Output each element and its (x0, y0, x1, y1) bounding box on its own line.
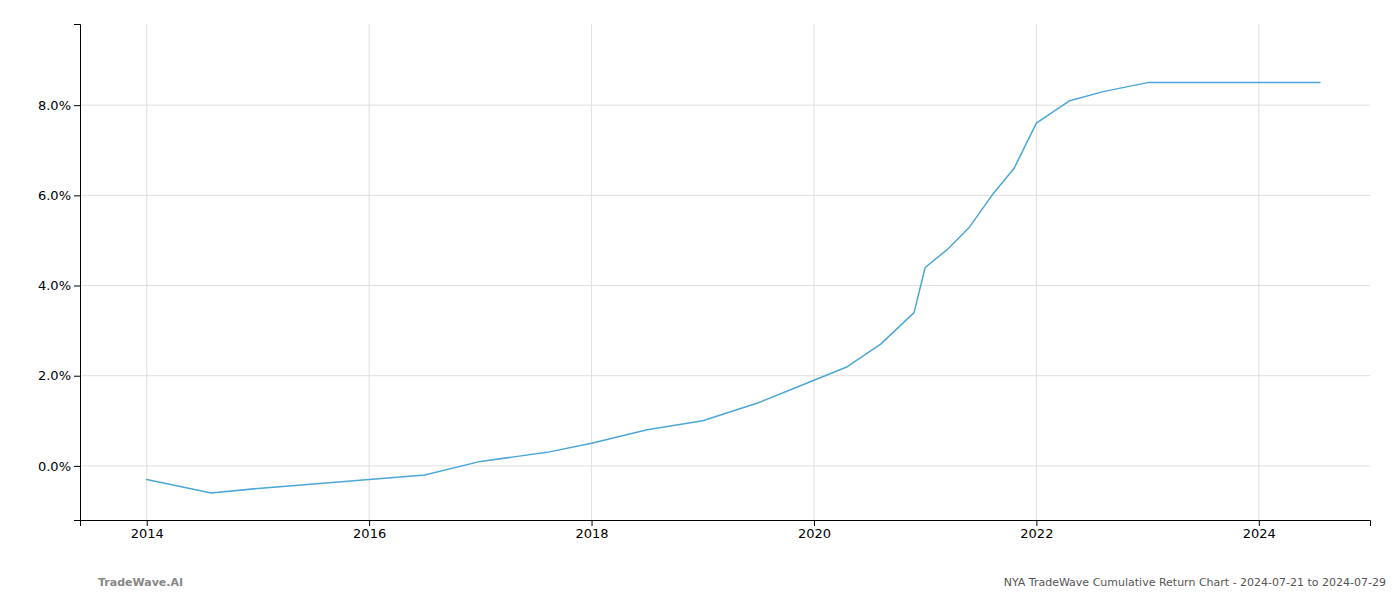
x-axis-tick-mark (1036, 520, 1037, 526)
x-axis-tick-mark (369, 520, 370, 526)
y-axis-tick-label: 0.0% (38, 459, 71, 474)
x-axis-tick-label: 2024 (1243, 526, 1276, 541)
x-axis-tick-label: 2022 (1020, 526, 1053, 541)
grid-line-y (80, 285, 1370, 286)
x-axis-tick: 2016 (353, 520, 386, 541)
y-axis-tick-mark (74, 195, 80, 196)
plot-area (147, 83, 1320, 493)
x-axis-line (81, 521, 1371, 527)
grid-line-x (591, 24, 592, 520)
y-axis-tick: 4.0% (38, 278, 80, 293)
y-axis-tick: 6.0% (38, 188, 80, 203)
y-axis-tick: 2.0% (38, 368, 80, 383)
grid-line-x (813, 24, 814, 520)
y-axis-tick-mark (74, 376, 80, 377)
x-axis-tick-label: 2016 (353, 526, 386, 541)
y-axis-tick-mark (74, 286, 80, 287)
y-axis-line (74, 25, 81, 521)
x-axis-tick-mark (814, 520, 815, 526)
x-axis-tick: 2020 (798, 520, 831, 541)
y-axis-tick-label: 8.0% (38, 98, 71, 113)
y-axis-tick-label: 2.0% (38, 368, 71, 383)
x-axis-tick-label: 2014 (131, 526, 164, 541)
grid-line-y (80, 375, 1370, 376)
x-axis-tick: 2014 (131, 520, 164, 541)
grid-line-y (80, 105, 1370, 106)
y-axis-tick: 0.0% (38, 459, 80, 474)
grid-line-x (146, 24, 147, 520)
grid-line-y (80, 195, 1370, 196)
x-axis-tick: 2024 (1243, 520, 1276, 541)
y-axis: 0.0% 2.0% 4.0% 6.0% 8.0% (38, 25, 81, 521)
footer-left: TradeWave.AI (98, 576, 183, 589)
x-axis-tick: 2022 (1020, 520, 1053, 541)
x-axis-tick-label: 2020 (798, 526, 831, 541)
y-axis-tick: 8.0% (38, 98, 80, 113)
x-axis-tick-label: 2018 (576, 526, 609, 541)
footer-right: NYA TradeWave Cumulative Return Chart - … (1004, 576, 1386, 589)
chart: 2014 2016 2018 2020 2022 2024 0.0% 2.0% 4.0% 6.0%… (0, 0, 1400, 600)
y-axis-tick-label: 4.0% (38, 278, 71, 293)
y-axis-tick-mark (74, 466, 80, 467)
x-axis-tick-mark (592, 520, 593, 526)
grid-line-x (369, 24, 370, 520)
grid-line-x (1258, 24, 1259, 520)
x-axis-tick-mark (147, 520, 148, 526)
grid-line-x (1036, 24, 1037, 520)
y-axis-tick-label: 6.0% (38, 188, 71, 203)
x-axis-tick: 2018 (576, 520, 609, 541)
grid-line-y (80, 465, 1370, 466)
x-axis-tick-mark (1259, 520, 1260, 526)
line (147, 83, 1320, 493)
grid (80, 24, 1370, 520)
y-axis-tick-mark (74, 105, 80, 106)
x-axis: 2014 2016 2018 2020 2022 2024 (81, 520, 1371, 541)
